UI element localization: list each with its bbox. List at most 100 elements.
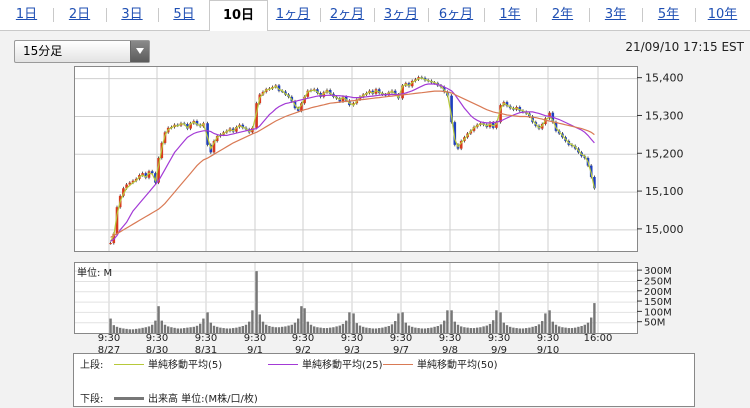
tab-6[interactable]: 2ヶ月 [329, 7, 365, 22]
volume-bar [365, 327, 368, 333]
x-tick-date: 8/27 [98, 345, 120, 355]
tab-3[interactable]: 5日 [173, 7, 195, 22]
volume-bar [192, 326, 195, 333]
tab-7[interactable]: 3ヶ月 [383, 7, 419, 22]
volume-bar [378, 328, 381, 333]
volume-bar [309, 324, 313, 333]
volume-bar [265, 324, 268, 333]
candle-body [109, 243, 112, 245]
volume-bar [225, 328, 228, 333]
candle-body [459, 141, 463, 149]
volume-bar [255, 271, 258, 333]
volume-bar [131, 329, 135, 333]
tab-separator [158, 8, 159, 22]
tab-2[interactable]: 3日 [121, 7, 143, 22]
volume-bar [112, 325, 115, 333]
tab-separator [320, 8, 321, 22]
volume-bar [554, 324, 558, 333]
candle-body [593, 176, 596, 189]
volume-bar [248, 321, 251, 333]
volume-bar [502, 322, 505, 333]
volume-bar [206, 312, 209, 333]
tab-separator [536, 8, 537, 22]
tab-separator [695, 8, 696, 22]
volume-bar [456, 324, 460, 333]
volume-bar [151, 324, 154, 333]
volume-bar [186, 327, 189, 333]
candle-body [505, 102, 509, 106]
tab-10[interactable]: 2年 [551, 7, 574, 22]
tab-5[interactable]: 1ヶ月 [275, 7, 311, 22]
volume-bar [394, 321, 397, 333]
volume-bar [154, 320, 157, 333]
chevron-down-icon[interactable] [130, 41, 149, 62]
candle-body [157, 158, 160, 183]
candle-body [147, 171, 151, 178]
volume-bar [109, 318, 112, 333]
volume-bar [436, 325, 439, 333]
volume-bar [515, 328, 518, 333]
tab-0[interactable]: 1日 [15, 7, 38, 22]
volume-bar [420, 328, 423, 333]
candle-body [328, 90, 332, 94]
volume-bar [551, 321, 554, 333]
volume-bar [167, 326, 170, 333]
price-tick-label: 15,300 [645, 109, 684, 122]
volume-bar [525, 328, 528, 333]
volume-bar [390, 324, 394, 333]
volume-bar [209, 322, 212, 333]
tab-9[interactable]: 1年 [499, 7, 521, 22]
volume-tick-label: 150M [644, 297, 672, 308]
legend-sma50: 単純移動平均(50) [379, 356, 498, 371]
tab-8[interactable]: 6ヶ月 [438, 7, 474, 22]
volume-bar [319, 327, 322, 333]
volume-bar [232, 328, 235, 333]
x-tick-time: 16:00 [584, 333, 613, 344]
volume-bar [417, 328, 420, 333]
volume-bar [313, 326, 316, 333]
candle-body [215, 136, 219, 142]
candle-body [195, 121, 199, 125]
volume-bar [586, 322, 590, 333]
volume-bar [212, 325, 216, 333]
volume-tick-label: 200M [644, 287, 672, 298]
volume-bar [119, 327, 122, 333]
volume-bar [160, 320, 163, 333]
volume-bar [358, 325, 362, 333]
volume-bar [509, 326, 512, 333]
volume-bar [348, 312, 351, 333]
interval-select[interactable]: 15分足 [14, 40, 150, 63]
candle-body [277, 85, 281, 91]
legend-volume-label: 出来高 単位:(M株/口/枚) [148, 394, 258, 405]
sma50-line [110, 90, 595, 238]
volume-bar [290, 324, 293, 333]
volume-bar [446, 310, 449, 333]
volume-bar [179, 328, 183, 333]
legend-upper-label: 上段: [80, 360, 104, 371]
volume-bar [261, 321, 265, 333]
volume-bar [258, 314, 261, 333]
tab-11[interactable]: 3年 [604, 7, 627, 22]
volume-bar [235, 327, 238, 333]
volume-bar [381, 327, 384, 333]
volume-chart [75, 263, 637, 333]
volume-bar [433, 326, 436, 333]
tab-1[interactable]: 2日 [68, 7, 91, 22]
candle-body [189, 123, 192, 129]
volume-bar [271, 326, 274, 333]
candle-body [377, 89, 381, 94]
volume-bar [384, 326, 387, 333]
volume-swatch [114, 396, 144, 400]
tab-12[interactable]: 5年 [657, 7, 680, 22]
volume-bar [534, 325, 537, 333]
candle-body [125, 184, 128, 189]
candle-body [212, 141, 216, 153]
tab-13[interactable]: 10年 [707, 7, 738, 22]
volume-bar [352, 313, 355, 333]
x-tick-time: 9:30 [537, 333, 559, 344]
volume-bar [567, 328, 570, 333]
volume-bar [469, 328, 472, 333]
tab-4[interactable]: 10日 [209, 0, 268, 32]
volume-bar [472, 328, 476, 333]
volume-bar [300, 306, 303, 333]
